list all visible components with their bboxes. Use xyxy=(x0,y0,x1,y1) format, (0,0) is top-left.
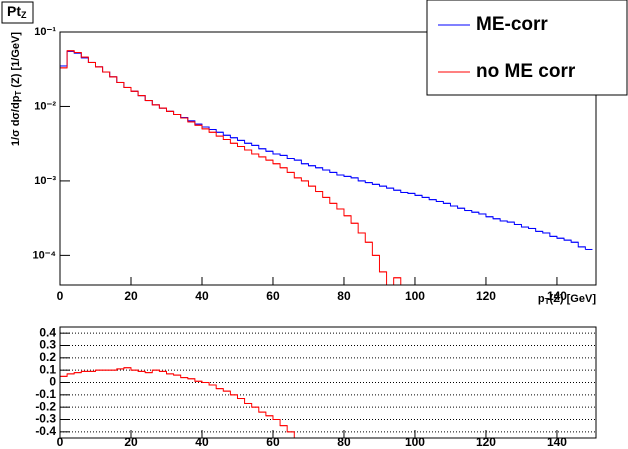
x-tick-label: 140 xyxy=(547,435,567,449)
x-tick-label: 140 xyxy=(547,289,567,303)
frame xyxy=(59,326,597,439)
y-tick-label: 10⁻² xyxy=(34,100,56,112)
x-tick-label: 100 xyxy=(405,289,425,303)
x-axis-label: pT(Z) [GeV] xyxy=(538,293,596,306)
x-tick-label: 40 xyxy=(195,435,209,449)
x-label-part: (Z) [GeV] xyxy=(550,293,597,305)
title-sub: Z xyxy=(21,10,27,20)
y-axis-label: 1/σ dσ/dpT (Z) [1/GeV] xyxy=(10,32,23,146)
y-tick-label: 0.2 xyxy=(39,350,56,364)
plot-area xyxy=(60,51,592,285)
x-tick-label: 60 xyxy=(266,289,280,303)
y-tick-label: 10⁻⁴ xyxy=(33,249,56,261)
x-tick-label: 20 xyxy=(124,435,138,449)
x-tick-label: 0 xyxy=(57,435,64,449)
y-tick-label: -0.4 xyxy=(35,424,56,438)
y-tick-label: -0.1 xyxy=(35,387,56,401)
legend xyxy=(426,0,628,96)
x-tick-label: 100 xyxy=(405,435,425,449)
legend-label: ME-corr xyxy=(476,14,548,35)
x-tick-label: 60 xyxy=(266,435,280,449)
y-tick-label: -0.3 xyxy=(35,412,56,426)
y-tick-label: -0.2 xyxy=(35,399,56,413)
x-tick-label: 120 xyxy=(476,289,496,303)
y-label-part: 1/σ dσ/dp xyxy=(10,95,22,146)
x-tick-label: 0 xyxy=(57,289,64,303)
y-tick-label: 0 xyxy=(49,375,56,389)
y-tick-label: 10⁻³ xyxy=(34,175,56,187)
y-tick-label: 0.4 xyxy=(39,325,56,339)
y-tick-label: 0.3 xyxy=(39,338,56,352)
x-label-sub: T xyxy=(545,297,550,306)
x-tick-label: 20 xyxy=(124,289,138,303)
x-tick-label: 80 xyxy=(337,289,351,303)
x-tick-label: 80 xyxy=(337,435,351,449)
y-tick-label: 10⁻¹ xyxy=(34,26,56,38)
y-tick-label: 0.1 xyxy=(39,362,56,376)
y-label-sub: T xyxy=(14,91,23,96)
step-connector xyxy=(60,368,301,438)
title-main: Pt xyxy=(7,3,21,19)
legend-label: no ME corr xyxy=(476,61,576,82)
chart-title: PtZ xyxy=(7,3,27,21)
plot-area xyxy=(60,368,301,438)
frame xyxy=(59,31,597,286)
x-tick-label: 40 xyxy=(195,289,209,303)
y-label-part: (Z) [1/GeV] xyxy=(10,32,22,91)
title-box xyxy=(1,1,34,24)
x-label-part: p xyxy=(538,293,545,305)
x-tick-label: 120 xyxy=(476,435,496,449)
